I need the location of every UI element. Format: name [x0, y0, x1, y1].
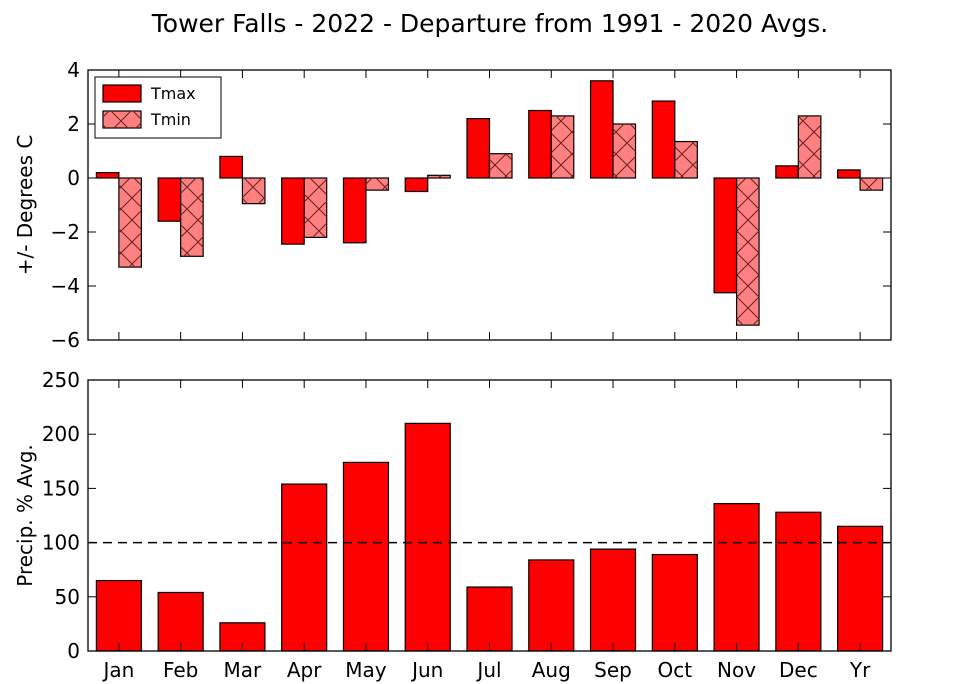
- bar-hatch-tmin-jul: [489, 153, 512, 178]
- bar-tmax-feb: [157, 177, 182, 222]
- bar-precip-oct: [651, 553, 698, 652]
- bar-tmax-apr: [281, 177, 305, 245]
- x-tick-label-jan: Jan: [101, 658, 134, 682]
- y-tick-label: 0: [67, 166, 80, 190]
- bar-tmax-may: [342, 177, 367, 244]
- bar-tmax-aug: [528, 109, 552, 179]
- bar-hatch-tmin-sep: [613, 124, 636, 178]
- bar-hatch-tmin-aug: [551, 115, 574, 178]
- legend-label-tmax: Tmax: [150, 84, 196, 103]
- bar-tmax-jan: [95, 172, 120, 179]
- x-tick-label-feb: Feb: [163, 658, 198, 682]
- y-tick-label: 0: [67, 639, 80, 663]
- bar-precip-apr: [281, 483, 328, 652]
- bar-hatch-tmin-feb: [180, 178, 204, 257]
- x-tick-label-apr: Apr: [287, 658, 322, 682]
- x-tick-label-may: May: [345, 658, 387, 682]
- bar-precip-nov: [713, 502, 760, 652]
- bar-tmax-jul: [466, 117, 491, 179]
- x-tick-label-yr: Yr: [849, 658, 871, 682]
- y-tick-label: −2: [51, 220, 80, 244]
- bar-precip-yr: [837, 525, 884, 652]
- x-tick-label-sep: Sep: [594, 658, 632, 682]
- x-tick-label-jul: Jul: [475, 658, 501, 682]
- bar-tmax-jun: [404, 177, 429, 193]
- bar-tmax-dec: [775, 165, 799, 179]
- y-tick-label: −4: [51, 274, 80, 298]
- precipitation-percent-panel: 0 50 100 150 200 250 Jan Feb Mar Apr May Jun Jul Aug S…: [13, 368, 892, 682]
- bar-hatch-tmin-may: [365, 178, 389, 191]
- y-tick-label: 100: [42, 531, 80, 555]
- legend-swatch-tmax: [102, 84, 142, 103]
- bar-precip-jul: [466, 586, 513, 652]
- bar-hatch-tmin-nov: [736, 178, 760, 326]
- bar-hatch-tmin-apr: [304, 178, 327, 238]
- bar-precip-jun: [404, 422, 451, 652]
- x-tick-label-mar: Mar: [224, 658, 263, 682]
- x-tick-label-oct: Oct: [658, 658, 693, 682]
- bar-hatch-tmin-yr: [860, 178, 883, 191]
- y-axis-label: Precip. % Avg.: [13, 444, 37, 587]
- bar-precip-sep: [589, 548, 637, 652]
- bar-hatch-tmin-jan: [118, 178, 142, 268]
- legend-swatch-hatch: [103, 111, 141, 128]
- chart-title: Tower Falls - 2022 - Departure from 1991…: [151, 9, 828, 38]
- y-tick-label: −6: [51, 328, 80, 352]
- bar-tmax-sep: [589, 80, 614, 179]
- y-axis-label: +/- Degrees C: [13, 135, 37, 276]
- bar-hatch-tmin-oct: [674, 141, 698, 178]
- bar-tmax-nov: [713, 177, 738, 294]
- chart-legend: Tmax Tmin: [94, 76, 222, 139]
- legend-label-tmin: Tmin: [150, 110, 191, 129]
- y-tick-label: 200: [42, 422, 80, 446]
- x-tick-label-dec: Dec: [779, 658, 818, 682]
- y-tick-label: 250: [42, 368, 80, 392]
- bar-hatch-tmin-dec: [798, 115, 821, 178]
- bar-tmax-oct: [651, 100, 676, 179]
- y-tick-label: 50: [55, 585, 80, 609]
- x-tick-label-aug: Aug: [532, 658, 571, 682]
- bar-precip-jan: [95, 579, 142, 652]
- bar-tmax-mar: [219, 155, 244, 179]
- bar-tmax-yr: [837, 169, 861, 179]
- y-tick-label: 2: [67, 112, 80, 136]
- x-tick-label-nov: Nov: [717, 658, 756, 682]
- bar-precip-aug: [528, 559, 575, 652]
- temperature-departure-panel: 4 2 0 −2 −4 −6 +/- Degrees C Tmax Tmin: [13, 58, 892, 352]
- bar-precip-may: [342, 461, 390, 652]
- bar-hatch-tmin-jun: [427, 175, 451, 178]
- y-tick-label: 150: [42, 476, 80, 500]
- y-tick-label: 4: [67, 58, 80, 82]
- bar-precip-dec: [775, 511, 822, 652]
- x-tick-label-jun: Jun: [410, 658, 443, 682]
- bar-hatch-tmin-mar: [242, 178, 265, 204]
- bar-precip-feb: [157, 591, 204, 652]
